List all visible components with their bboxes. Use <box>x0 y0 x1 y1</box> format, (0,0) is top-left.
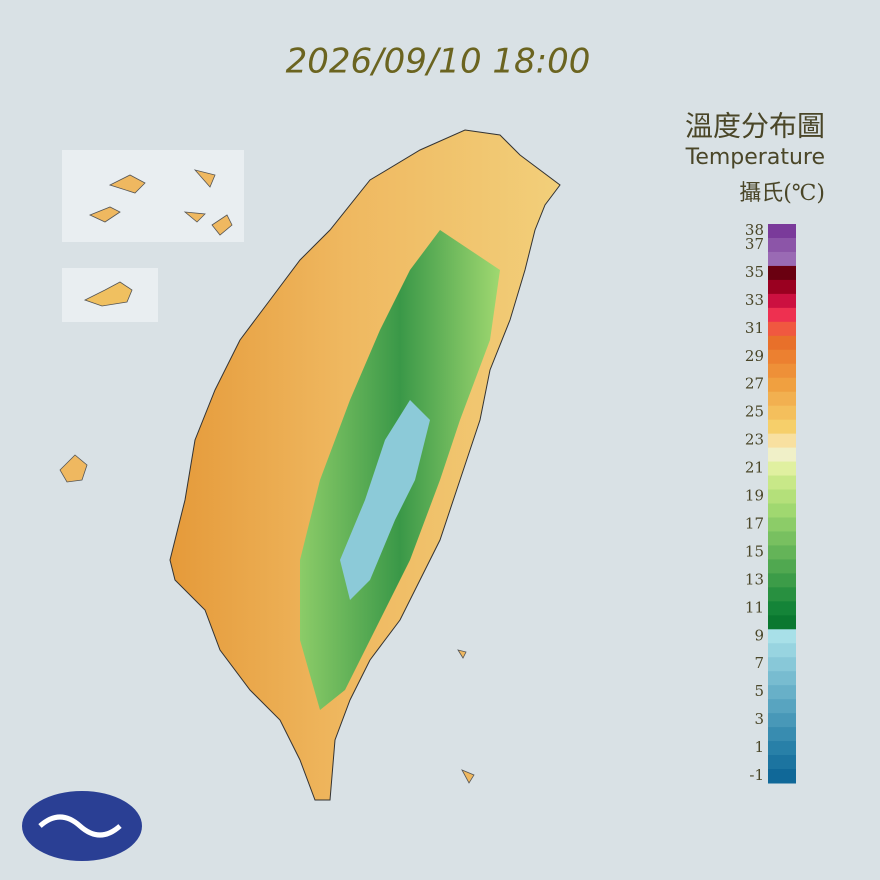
legend-swatch <box>768 573 796 588</box>
legend-tick-label: 9 <box>754 626 764 644</box>
legend-swatch <box>768 685 796 700</box>
legend-unit: 攝氏(℃) <box>739 181 825 206</box>
legend-tick-label: 5 <box>754 682 764 700</box>
legend-swatch <box>768 349 796 365</box>
legend-tick-label: 25 <box>745 403 764 421</box>
legend-tick-label: -1 <box>749 766 764 784</box>
legend-swatch <box>768 741 796 756</box>
legend-swatch <box>768 447 796 463</box>
legend-swatch <box>768 237 796 253</box>
legend-swatch <box>768 713 796 728</box>
legend-swatch <box>768 293 796 309</box>
legend-swatch <box>768 391 796 407</box>
legend-swatch <box>768 503 796 518</box>
legend-swatch <box>768 727 796 742</box>
legend-swatch <box>768 335 796 351</box>
legend-swatch <box>768 433 796 449</box>
legend-tick-label: 35 <box>745 263 764 281</box>
legend-swatch <box>768 489 796 504</box>
legend-swatch <box>768 629 796 644</box>
logo-wave <box>38 814 122 838</box>
legend-tick-label: 38 <box>745 221 764 239</box>
legend-swatch <box>768 405 796 421</box>
legend-swatch <box>768 251 796 267</box>
legend-swatch <box>768 545 796 560</box>
legend-title: 溫度分布圖 <box>685 110 825 143</box>
legend-swatch <box>768 224 796 239</box>
legend-swatch <box>768 307 796 323</box>
legend-tick-label: 33 <box>745 291 764 309</box>
legend-tick-label: 31 <box>745 319 764 337</box>
legend-tick-label: 29 <box>745 347 764 365</box>
cold-zone <box>340 400 430 600</box>
legend-subtitle: Temperature <box>685 145 825 170</box>
legend-tick-label: 13 <box>745 570 764 588</box>
legend-tick-label: 21 <box>745 459 764 477</box>
island <box>88 169 233 236</box>
legend-swatch <box>768 587 796 602</box>
legend-swatch <box>768 475 796 491</box>
legend-tick-label: 1 <box>754 738 764 756</box>
timestamp: 2026/09/10 18:00 <box>286 42 591 82</box>
legend-swatch <box>768 769 796 784</box>
legend-swatch <box>768 321 796 337</box>
legend-tick-label: 15 <box>745 542 764 560</box>
legend-swatch <box>768 755 796 770</box>
legend-tick-label: 23 <box>745 431 764 449</box>
legend-swatch <box>768 657 796 672</box>
legend-swatch <box>768 531 796 546</box>
legend-swatch <box>768 615 796 630</box>
legend-tick-label: 27 <box>745 375 764 393</box>
legend-swatch <box>768 461 796 477</box>
legend-swatch <box>768 363 796 379</box>
island <box>59 454 475 784</box>
legend-swatch <box>768 419 796 435</box>
legend-swatch <box>768 699 796 714</box>
island <box>83 281 133 307</box>
legend-tick-label: 3 <box>754 710 764 728</box>
legend-swatch <box>768 601 796 616</box>
legend-swatch <box>768 643 796 658</box>
legend-swatch <box>768 517 796 532</box>
legend-swatch <box>768 265 796 281</box>
legend-tick-label: 37 <box>745 235 764 253</box>
legend-swatch <box>768 377 796 393</box>
legend-tick-label: 11 <box>745 598 764 616</box>
legend-tick-label: 7 <box>754 654 764 672</box>
legend-tick-label: 17 <box>745 514 764 532</box>
legend-swatch <box>768 279 796 295</box>
legend-swatch <box>768 559 796 574</box>
legend-swatch <box>768 671 796 686</box>
legend-tick-label: 19 <box>745 487 764 505</box>
